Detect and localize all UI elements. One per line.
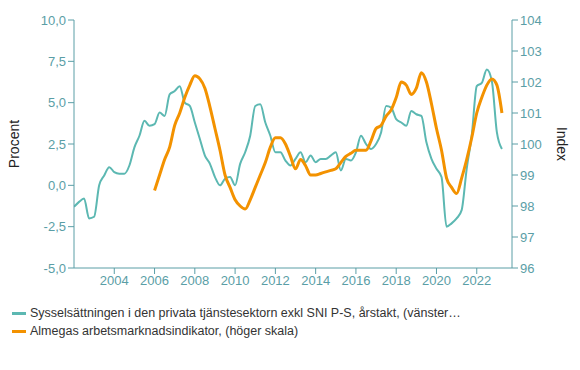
svg-text:2012: 2012	[261, 273, 290, 288]
svg-text:2022: 2022	[462, 273, 491, 288]
svg-text:2018: 2018	[382, 273, 411, 288]
svg-text:2014: 2014	[301, 273, 330, 288]
svg-text:97: 97	[520, 230, 534, 245]
svg-text:2004: 2004	[100, 273, 129, 288]
svg-text:100: 100	[520, 137, 542, 152]
svg-text:2006: 2006	[140, 273, 169, 288]
svg-text:10,0: 10,0	[41, 13, 66, 28]
svg-text:7,5: 7,5	[48, 54, 66, 69]
html-text:Almegas arbetsmarknadsindikato: Almegas arbetsmarknadsindikator, (höger …	[30, 324, 299, 338]
html-text:Sysselsättningen i den privata: Sysselsättningen i den privata tjänstese…	[30, 306, 461, 320]
svg-text:2010: 2010	[221, 273, 250, 288]
svg-text:2016: 2016	[341, 273, 370, 288]
svg-text:103: 103	[520, 44, 542, 59]
svg-text:Procent: Procent	[8, 120, 22, 168]
svg-text:102: 102	[520, 75, 542, 90]
svg-text:2020: 2020	[422, 273, 451, 288]
svg-text:96: 96	[520, 261, 534, 276]
svg-text:2008: 2008	[180, 273, 209, 288]
svg-text:2,5: 2,5	[48, 137, 66, 152]
svg-text:98: 98	[520, 199, 534, 214]
svg-text:Index: Index	[554, 127, 570, 161]
svg-text:-5,0: -5,0	[44, 261, 66, 276]
svg-text:0,0: 0,0	[48, 178, 66, 193]
svg-text:5,0: 5,0	[48, 95, 66, 110]
svg-text:104: 104	[520, 13, 542, 28]
svg-text:99: 99	[520, 168, 534, 183]
svg-text:101: 101	[520, 106, 542, 121]
svg-text:-2,5: -2,5	[44, 219, 66, 234]
